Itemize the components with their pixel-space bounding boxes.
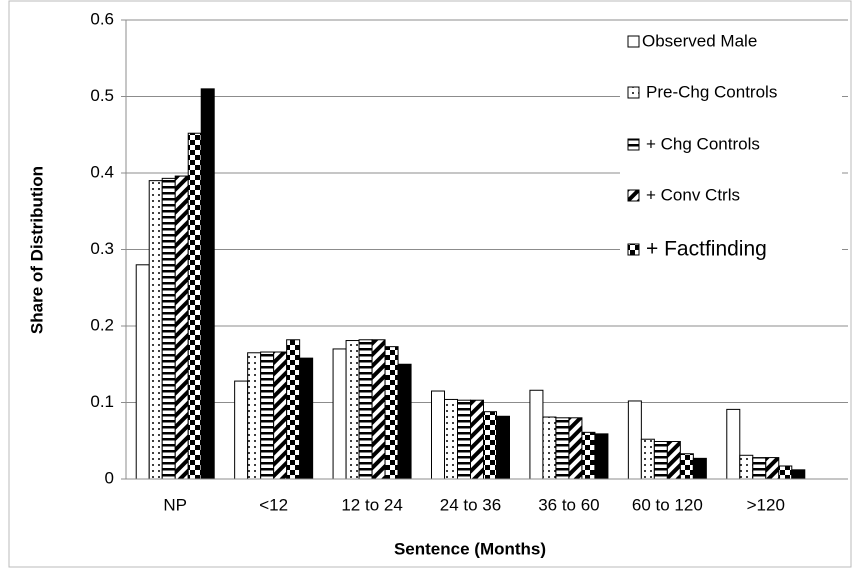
bar	[234, 380, 249, 480]
legend-swatch	[627, 35, 640, 48]
bar	[542, 416, 557, 480]
bar	[332, 348, 347, 480]
bar	[247, 352, 262, 480]
legend-label: + Factfinding	[646, 238, 767, 261]
x-tick-label: <12	[259, 495, 288, 514]
bar	[444, 398, 458, 480]
y-tick-label: 0.4	[90, 162, 114, 181]
bar	[568, 417, 583, 480]
y-tick-label: 0	[105, 468, 114, 487]
bar	[260, 351, 275, 480]
bar	[627, 400, 642, 480]
bar	[161, 177, 176, 480]
bar	[778, 465, 793, 480]
bar	[457, 399, 471, 480]
x-tick-label: 36 to 60	[538, 495, 599, 514]
bar	[765, 457, 780, 480]
bar	[739, 454, 754, 480]
bar	[286, 339, 301, 480]
bar	[148, 180, 163, 480]
bar	[726, 408, 741, 480]
legend-swatch	[627, 189, 640, 202]
x-tick-label: 60 to 120	[632, 495, 703, 514]
bar	[299, 357, 314, 480]
y-tick-label: 0.1	[90, 392, 114, 411]
x-axis-title: Sentence (Months)	[394, 539, 546, 558]
bar	[397, 363, 412, 480]
legend-label: Observed Male	[642, 31, 757, 50]
legend-background	[620, 22, 842, 272]
y-tick-label: 0.5	[90, 86, 114, 105]
bar	[496, 415, 510, 480]
legend-swatch	[627, 243, 640, 256]
y-tick-label: 0.6	[90, 9, 114, 28]
bar	[791, 469, 806, 480]
bar	[581, 431, 596, 480]
bar	[679, 453, 694, 480]
bar	[752, 457, 767, 480]
bar	[529, 389, 544, 480]
bar	[135, 264, 150, 480]
bar	[345, 340, 360, 480]
bar	[640, 438, 655, 480]
bar	[384, 346, 399, 480]
legend-swatch	[627, 138, 640, 151]
x-tick-label: >120	[747, 495, 785, 514]
bar	[692, 457, 707, 480]
plot-area: 0 0.1 0.2 0.3 0.4 0.5 0.6 NP <12 12 to 24 24 to 36…	[90, 9, 848, 514]
y-tick-label: 0.3	[90, 239, 114, 258]
bar	[273, 351, 288, 480]
bar	[358, 339, 373, 480]
bar	[371, 339, 386, 480]
x-tick-label: 12 to 24	[341, 495, 402, 514]
bar	[431, 390, 445, 480]
legend-label: + Conv Ctrls	[646, 185, 740, 204]
x-tick-label: 24 to 36	[440, 495, 501, 514]
bar	[555, 417, 570, 480]
legend-label: Pre-Chg Controls	[646, 82, 777, 101]
legend-swatch	[627, 86, 640, 99]
x-tick-label: NP	[163, 495, 187, 514]
chart-border	[8, 0, 852, 568]
legend: Observed Male Pre-Chg Controls + Chg Contr…	[620, 22, 842, 272]
bar	[594, 433, 609, 480]
y-axis-title: Share of Distribution	[27, 166, 46, 334]
bar	[483, 411, 497, 480]
bar	[470, 399, 484, 480]
bar	[187, 132, 202, 480]
bar	[653, 441, 668, 480]
bar	[200, 88, 215, 480]
y-tick-label: 0.2	[90, 315, 114, 334]
bar	[174, 175, 189, 480]
legend-label: + Chg Controls	[646, 134, 760, 153]
bar	[666, 441, 681, 480]
